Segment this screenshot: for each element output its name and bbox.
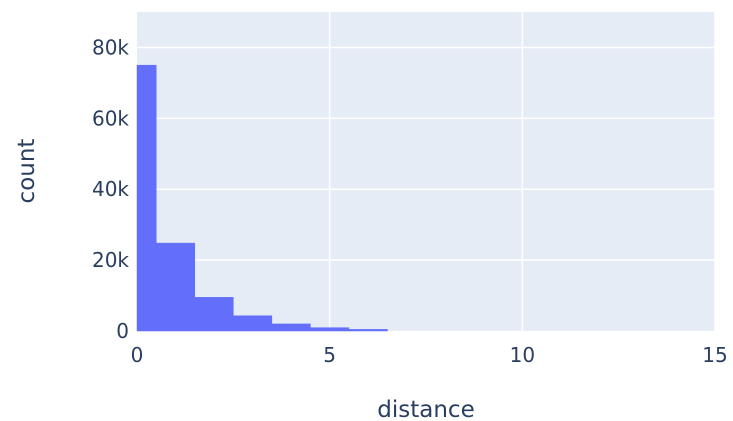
y-tick-label: 20k [92, 248, 129, 272]
histogram-bar [310, 327, 350, 332]
x-tick-label: 10 [510, 343, 535, 367]
plot-background [137, 12, 715, 331]
histogram-bars [136, 64, 388, 332]
x-tick-label: 0 [131, 343, 144, 367]
histogram-bar [136, 64, 157, 332]
histogram-bar [348, 329, 388, 332]
histogram-bar [233, 315, 273, 332]
x-axis-title: distance [377, 397, 474, 421]
histogram-bar [156, 242, 196, 332]
x-tick-label: 15 [702, 343, 727, 367]
y-tick-label: 40k [92, 177, 129, 201]
histogram-bar [194, 297, 234, 332]
x-tick-label: 5 [323, 343, 336, 367]
x-axis-ticks: 0 5 10 15 [131, 343, 728, 367]
y-axis-ticks: 0 20k 40k 60k 80k [92, 35, 129, 343]
histogram-bar [271, 323, 311, 332]
grid-lines [137, 12, 716, 331]
y-tick-label: 80k [92, 35, 129, 59]
y-tick-label: 60k [92, 106, 129, 130]
y-axis-title: count [14, 139, 40, 204]
y-tick-label: 0 [116, 319, 129, 343]
